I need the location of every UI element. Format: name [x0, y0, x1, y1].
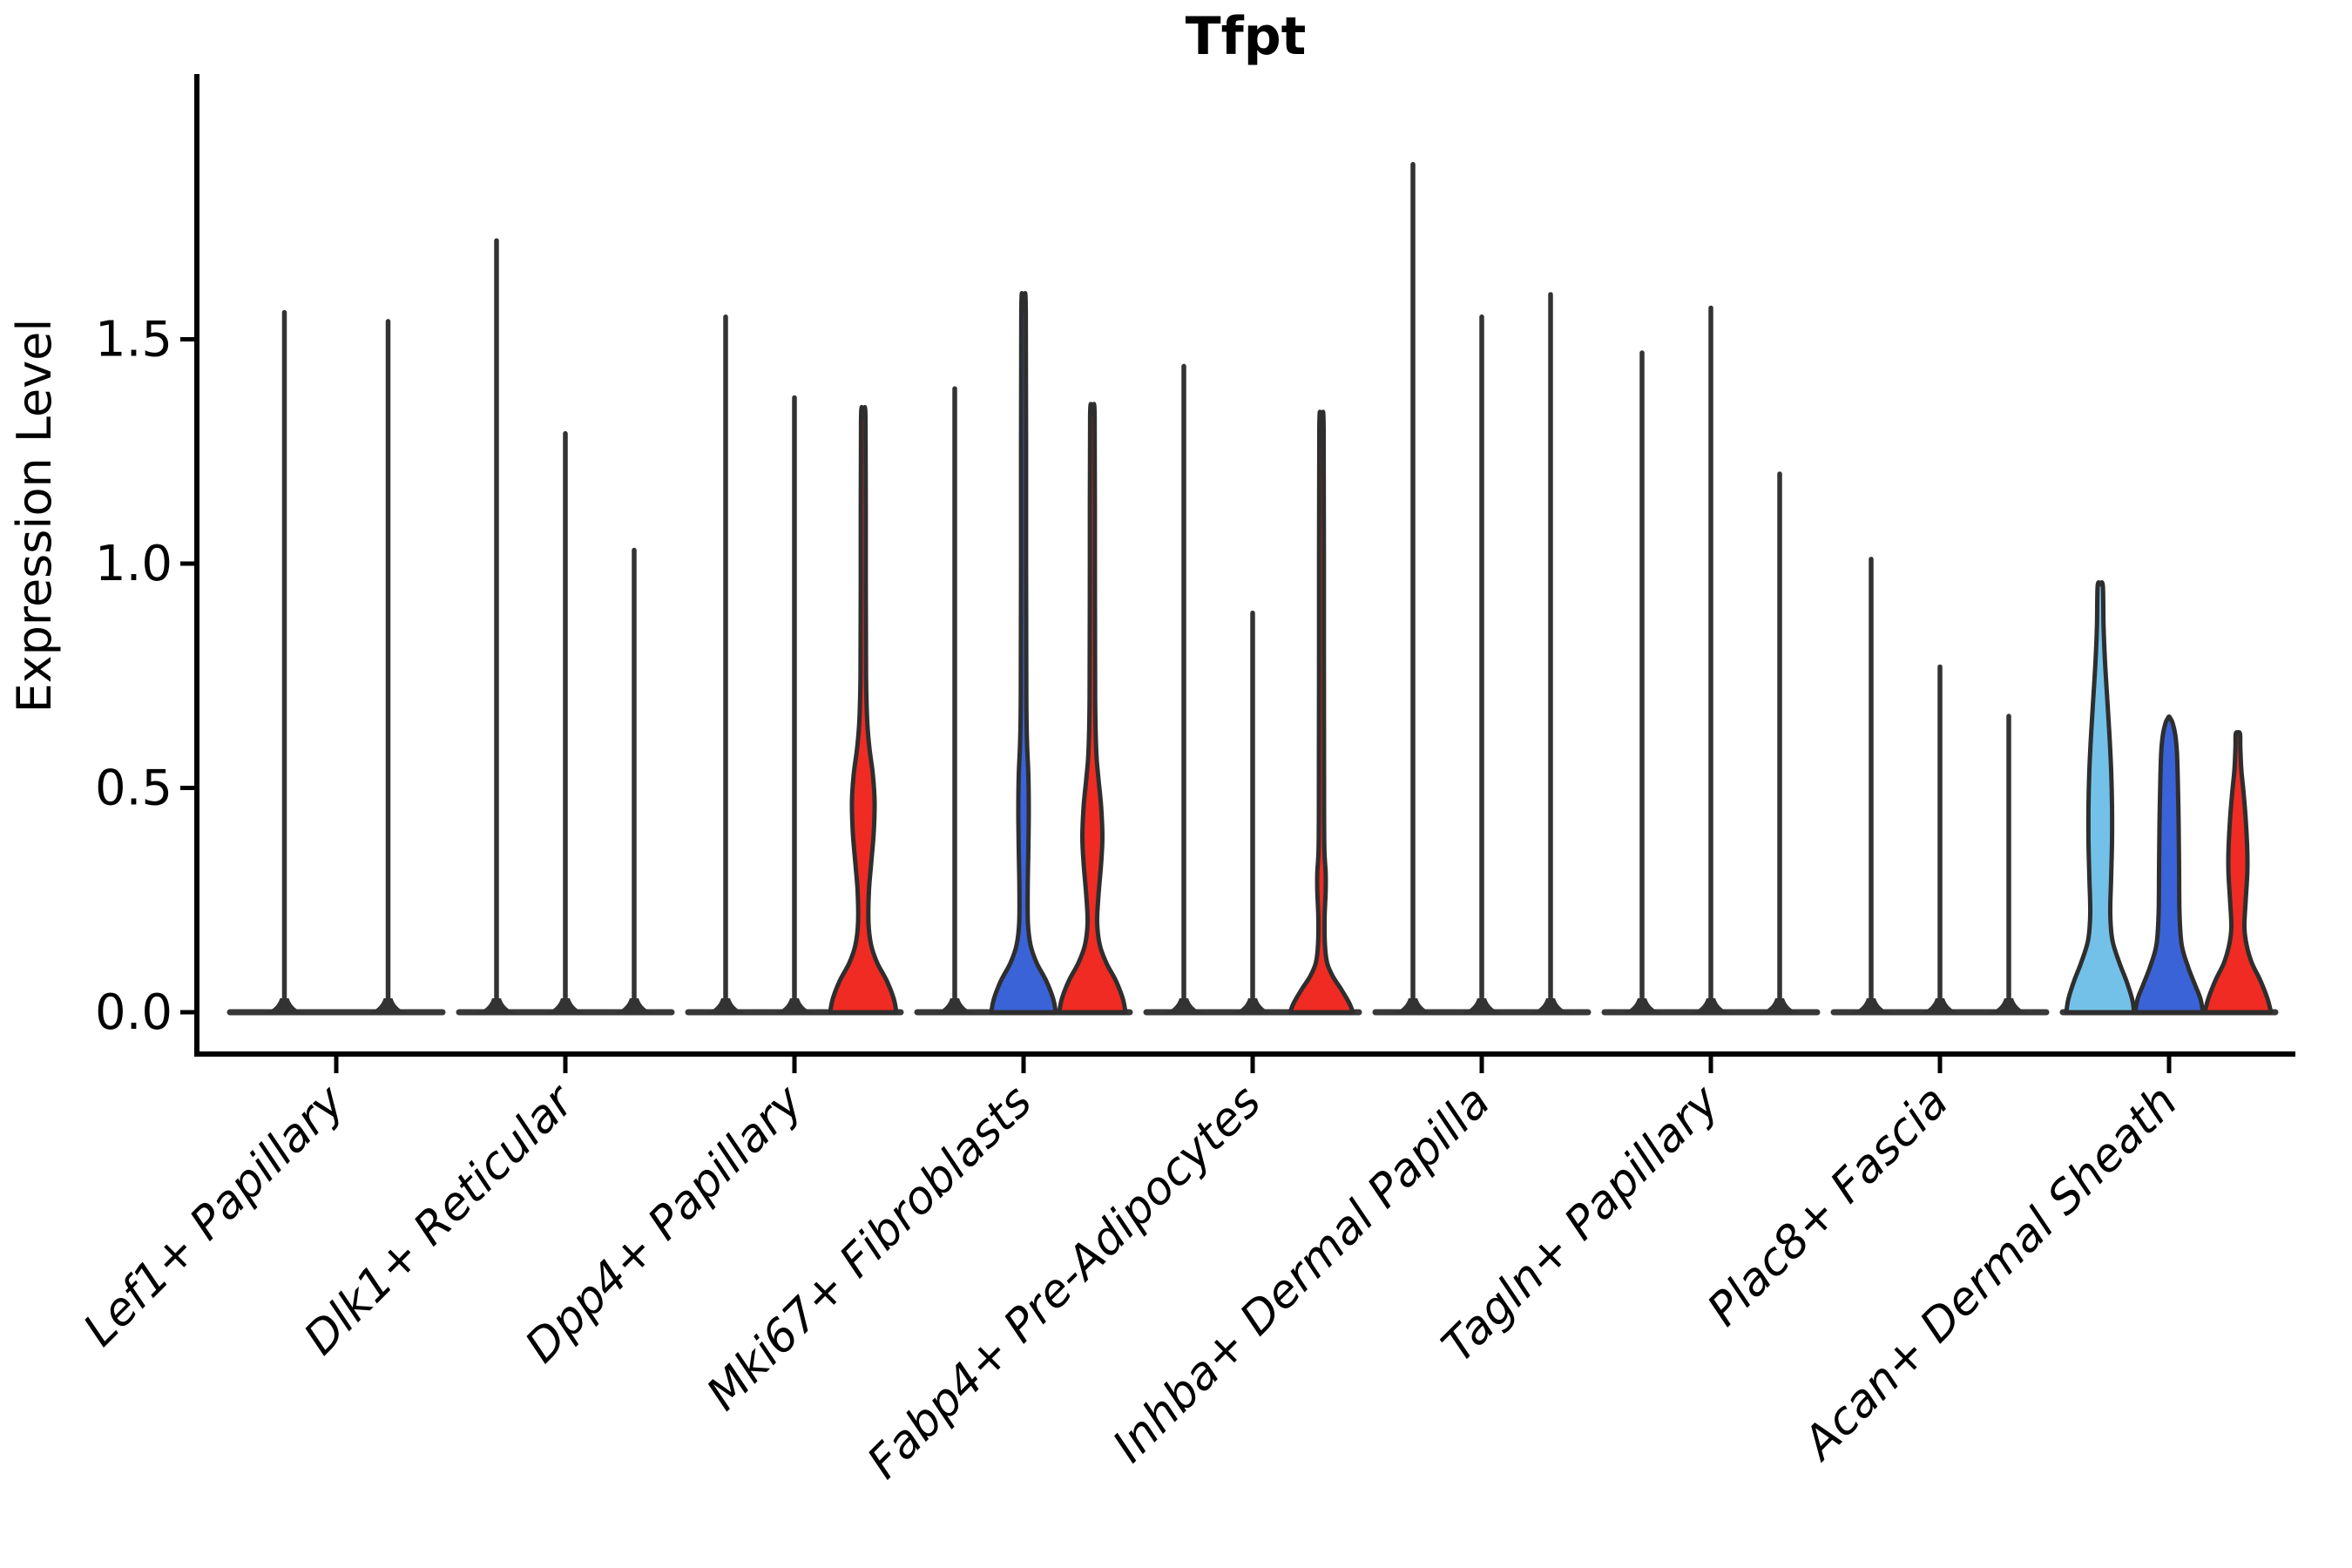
violin-body	[2202, 730, 2274, 1015]
y-tick-label: 0.0	[95, 984, 172, 1041]
violin-body	[989, 291, 1058, 1015]
violin-body	[828, 404, 899, 1015]
violin-body	[2132, 714, 2206, 1015]
x-tick-label: Fabp4+ Pre-Adipocytes	[858, 1076, 1272, 1490]
y-tick-label: 1.0	[95, 536, 172, 592]
violin-body	[1288, 409, 1355, 1015]
x-tick-label: Acan+ Dermal Sheath	[1792, 1076, 2187, 1471]
violin-body	[1057, 402, 1128, 1015]
violin-layer	[226, 161, 2279, 1016]
x-tick-label: Inhba+ Dermal Papilla	[1103, 1076, 1500, 1473]
y-tick-label: 0.5	[95, 760, 172, 817]
x-tick-label: Plac8+ Fascia	[1698, 1076, 1958, 1336]
chart-title: Tfpt	[1186, 6, 1307, 67]
y-tick-label: 1.5	[95, 312, 172, 368]
violin-body	[2064, 580, 2137, 1015]
y-axis-label: Expression Level	[7, 319, 62, 713]
